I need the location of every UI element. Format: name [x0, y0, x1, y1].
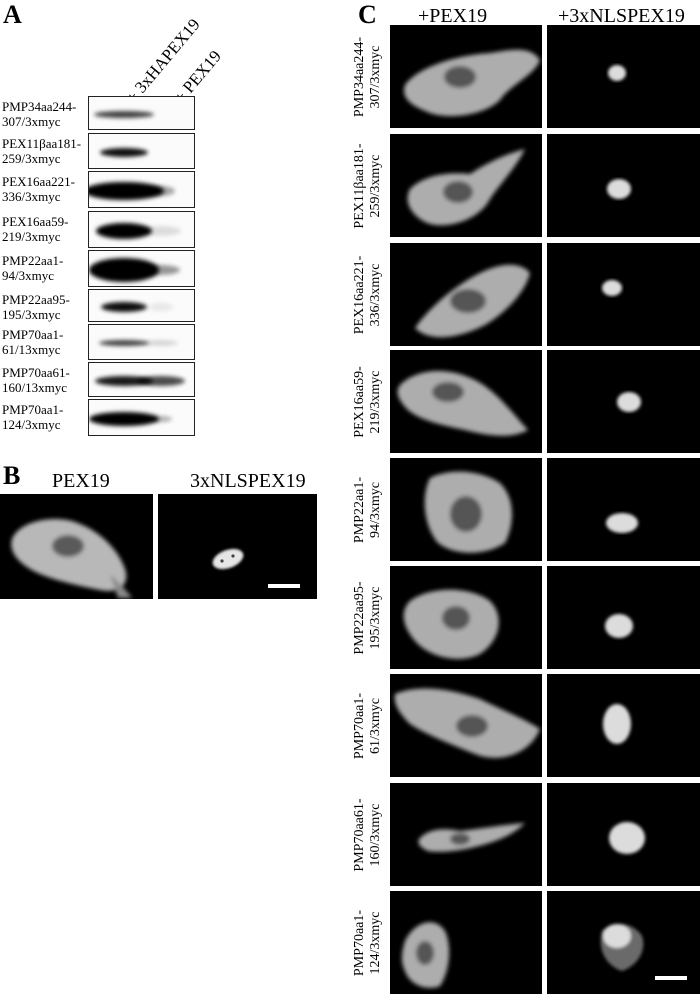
blot-label: PMP22aa95- 195/3xmyc: [2, 292, 70, 322]
blot-band: [137, 375, 185, 386]
micrograph-pex19: [390, 458, 542, 561]
blot-label: PEX16aa59- 219/3xmyc: [2, 214, 69, 244]
micrograph-row-label: PMP70aa1- 124/3xmyc: [352, 909, 383, 976]
blot-band: [99, 340, 149, 346]
blot-band: [144, 340, 178, 346]
blot-band: [89, 411, 159, 426]
blot-label: PMP34aa244- 307/3xmyc: [2, 99, 77, 129]
panel-c-letter: C: [358, 0, 377, 29]
blot-band: [149, 302, 173, 311]
western-blot-strip: [88, 362, 195, 397]
blot-label: PMP70aa1- 124/3xmyc: [2, 402, 64, 432]
blot-band: [94, 110, 154, 118]
blot-band: [150, 415, 172, 422]
panel-b-image-3xnlspex19: [158, 494, 317, 599]
micrograph-pex19: [390, 783, 542, 886]
panel-b-header-pex19: PEX19: [52, 470, 110, 492]
micrograph-3xnlspex19: [547, 350, 700, 453]
blot-band: [101, 301, 147, 312]
panel-c-scale-bar: [655, 976, 687, 980]
blot-band: [96, 222, 152, 239]
blot-band: [100, 147, 148, 157]
panel-c-header-pex19: +PEX19: [418, 5, 488, 27]
blot-band: [142, 264, 180, 275]
micrograph-row-label: PMP70aa61- 160/3xmyc: [352, 797, 383, 872]
micrograph-3xnlspex19: [547, 243, 700, 346]
micrograph-row-label: PEX16aa59- 219/3xmyc: [352, 365, 383, 438]
micrograph-pex19: [390, 891, 542, 994]
micrograph-row-label: PEX11βaa181- 259/3xmyc: [352, 142, 383, 229]
panel-b-scale-bar: [268, 584, 300, 588]
micrograph-3xnlspex19: [547, 25, 700, 128]
panel-a-letter: A: [3, 0, 22, 29]
blot-label: PMP70aa1- 61/13xmyc: [2, 327, 64, 357]
panel-b-image-pex19: [0, 494, 153, 599]
micrograph-3xnlspex19: [547, 891, 700, 994]
panel-c-header-3xnlspex19: +3xNLSPEX19: [558, 5, 685, 27]
western-blot-strip: [88, 133, 195, 169]
western-blot-strip: [88, 289, 195, 322]
blot-band: [147, 185, 175, 196]
panel-b-letter: B: [3, 461, 21, 490]
western-blot-strip: [88, 171, 195, 208]
micrograph-3xnlspex19: [547, 458, 700, 561]
micrograph-row-label: PMP70aa1- 61/3xmyc: [352, 692, 383, 759]
micrograph-row-label: PEX16aa221- 336/3xmyc: [352, 255, 383, 334]
western-blot-strip: [88, 250, 195, 287]
blot-band: [89, 257, 159, 282]
micrograph-3xnlspex19: [547, 134, 700, 237]
micrograph-pex19: [390, 674, 542, 777]
blot-band: [89, 181, 164, 200]
micrograph-pex19: [390, 566, 542, 669]
blot-label: PEX16aa221- 336/3xmyc: [2, 174, 75, 204]
blot-label: PMP70aa61- 160/13xmyc: [2, 365, 70, 395]
micrograph-row-label: PMP22aa1- 94/3xmyc: [352, 476, 383, 543]
blot-band: [95, 375, 153, 386]
micrograph-pex19: [390, 134, 542, 237]
micrograph-3xnlspex19: [547, 783, 700, 886]
micrograph-pex19: [390, 243, 542, 346]
panel-b-header-3xnlspex19: 3xNLSPEX19: [190, 470, 306, 492]
blot-label: PMP22aa1- 94/3xmyc: [2, 253, 64, 283]
micrograph-3xnlspex19: [547, 674, 700, 777]
micrograph-row-label: PMP34aa244- 307/3xmyc: [352, 36, 383, 117]
western-blot-strip: [88, 96, 195, 130]
micrograph-row-label: PMP22aa95- 195/3xmyc: [352, 580, 383, 655]
western-blot-strip: [88, 211, 195, 248]
micrograph-3xnlspex19: [547, 566, 700, 669]
western-blot-strip: [88, 324, 195, 360]
micrograph-pex19: [390, 350, 542, 453]
blot-label: PEX11βaa181- 259/3xmyc: [2, 136, 82, 166]
blot-band: [141, 225, 181, 236]
western-blot-strip: [88, 399, 195, 436]
micrograph-pex19: [390, 25, 542, 128]
